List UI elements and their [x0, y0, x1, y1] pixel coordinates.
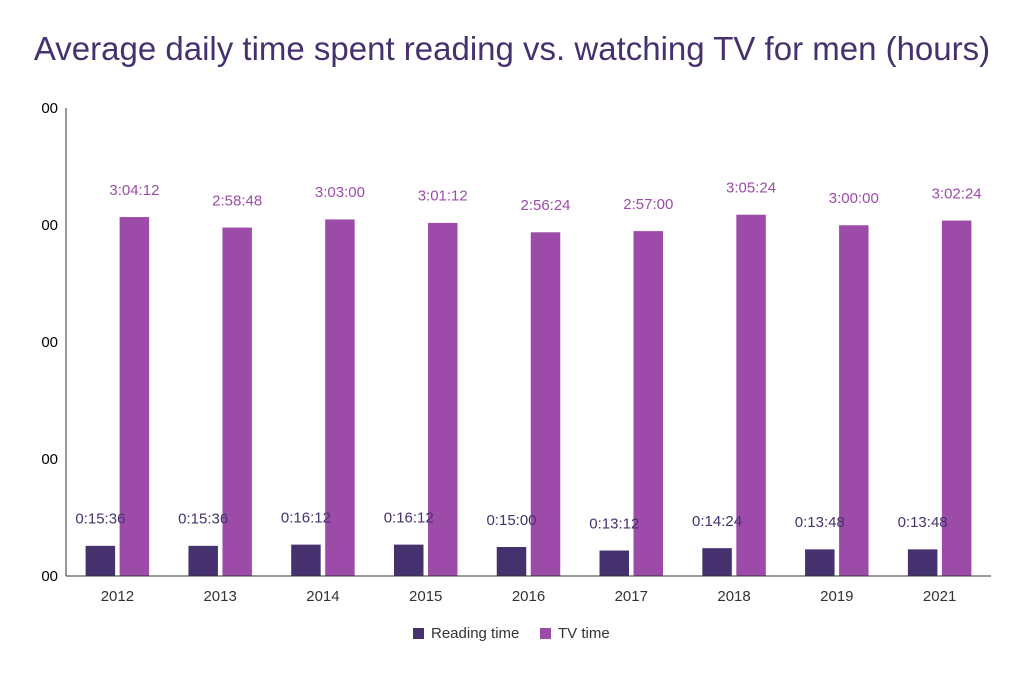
x-axis-ticks: 2012 2013 2014 2015 2016 2017 2018 2019 2021	[101, 588, 957, 605]
legend: Reading time TV time	[413, 625, 610, 642]
bar-tv	[735, 214, 767, 577]
y-tick-label: 00	[41, 568, 58, 585]
y-tick-label: 00	[41, 451, 58, 468]
bar-tv	[941, 220, 972, 577]
data-label-reading: 0:13:12	[589, 515, 639, 532]
bar-tv	[633, 230, 664, 577]
data-label-reading: 0:13:48	[898, 514, 948, 531]
x-tick-label: 2016	[512, 588, 545, 605]
x-tick-label: 2012	[101, 588, 134, 605]
chart-title: Average daily time spent reading vs. wat…	[33, 30, 991, 67]
x-tick-label: 2015	[409, 588, 442, 605]
data-label-tv: 3:03:00	[315, 184, 365, 201]
bar-reading	[187, 545, 219, 577]
bar-reading	[393, 544, 424, 577]
x-tick-label: 2021	[923, 588, 956, 605]
data-label-tv: 3:01:12	[418, 188, 468, 205]
data-label-tv: 3:04:12	[109, 182, 159, 199]
x-tick-label: 2014	[306, 588, 339, 605]
bar-reading	[599, 550, 630, 577]
bars	[85, 214, 972, 577]
bar-reading	[701, 547, 733, 577]
x-tick-label: 2017	[615, 588, 648, 605]
x-tick-label: 2019	[820, 588, 853, 605]
data-label-reading: 0:15:00	[486, 512, 536, 529]
bar-reading	[804, 548, 836, 577]
bar-tv	[427, 222, 458, 577]
data-label-tv: 2:56:24	[520, 197, 570, 214]
y-tick-label: 00	[41, 100, 58, 117]
bar-tv	[119, 216, 150, 577]
legend-label-tv: TV time	[558, 625, 610, 642]
x-tick-label: 2018	[717, 588, 750, 605]
data-label-tv: 3:00:00	[829, 190, 879, 207]
legend-label-reading: Reading time	[431, 625, 519, 642]
data-label-tv: 3:05:24	[726, 179, 776, 196]
data-label-tv: 2:57:00	[623, 196, 673, 213]
data-label-reading: 0:13:48	[795, 514, 845, 531]
bar-tv	[838, 224, 870, 577]
data-label-tv: 2:58:48	[212, 192, 262, 209]
data-label-reading: 0:16:12	[281, 509, 331, 526]
bar-reading	[85, 545, 116, 577]
data-labels: 0:15:36 3:04:12 0:15:36 2:58:48 0:16:12 3:03:…	[75, 179, 981, 532]
bar-reading	[907, 548, 938, 577]
bar-reading	[496, 546, 527, 577]
bar-reading	[290, 544, 322, 577]
data-label-tv: 3:02:24	[932, 185, 982, 202]
y-axis-ticks: 00 00 00 00 00	[41, 100, 58, 585]
data-label-reading: 0:15:36	[75, 511, 125, 528]
legend-swatch-reading	[413, 628, 424, 639]
data-label-reading: 0:16:12	[384, 509, 434, 526]
bar-tv	[530, 231, 561, 577]
y-tick-label: 00	[41, 334, 58, 351]
x-tick-label: 2013	[203, 588, 236, 605]
data-label-reading: 0:15:36	[178, 511, 228, 528]
bar-tv	[221, 227, 253, 577]
data-label-reading: 0:14:24	[692, 513, 742, 530]
y-tick-label: 00	[41, 217, 58, 234]
legend-swatch-tv	[540, 628, 551, 639]
